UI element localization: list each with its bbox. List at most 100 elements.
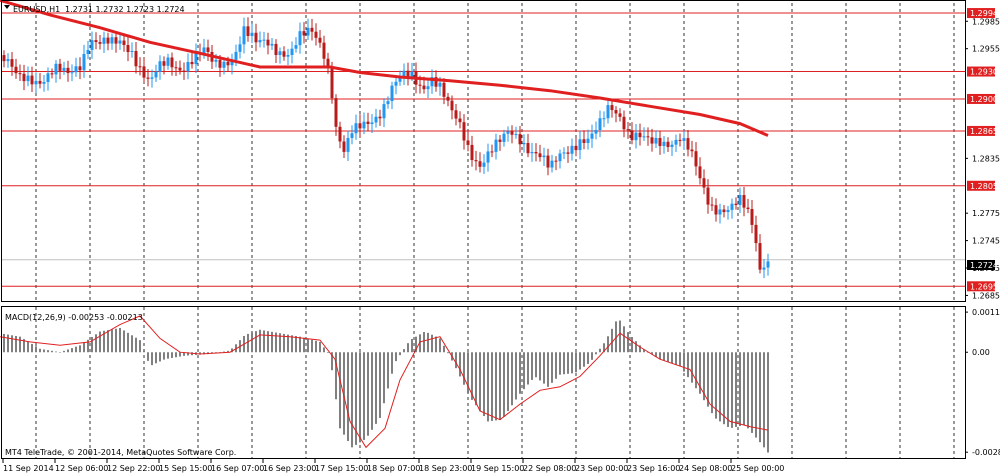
- candle-body[interactable]: [558, 153, 562, 162]
- candle-body[interactable]: [502, 133, 506, 142]
- candle-body[interactable]: [670, 144, 674, 148]
- candle-body[interactable]: [86, 49, 90, 55]
- candle-body[interactable]: [278, 51, 282, 56]
- candle-body[interactable]: [126, 44, 130, 53]
- candle-body[interactable]: [394, 81, 398, 86]
- candle-body[interactable]: [62, 67, 66, 71]
- candle-body[interactable]: [186, 61, 190, 72]
- candle-body[interactable]: [410, 71, 414, 78]
- price-candles[interactable]: [2, 17, 770, 279]
- candle-body[interactable]: [510, 131, 514, 135]
- candle-body[interactable]: [310, 27, 314, 32]
- candle-body[interactable]: [222, 61, 226, 68]
- candle-body[interactable]: [202, 47, 206, 54]
- candle-body[interactable]: [702, 178, 706, 188]
- candle-body[interactable]: [18, 73, 22, 75]
- candle-body[interactable]: [10, 59, 14, 67]
- candle-body[interactable]: [722, 209, 726, 213]
- chart-menu-arrow-icon[interactable]: [4, 5, 10, 9]
- candle-body[interactable]: [218, 59, 222, 68]
- candle-body[interactable]: [330, 66, 334, 99]
- candle-body[interactable]: [358, 123, 362, 129]
- candle-body[interactable]: [306, 27, 310, 36]
- candle-body[interactable]: [14, 66, 18, 74]
- candle-body[interactable]: [562, 152, 566, 154]
- candle-body[interactable]: [682, 138, 686, 141]
- candle-body[interactable]: [438, 82, 442, 87]
- candle-body[interactable]: [650, 137, 654, 144]
- candle-body[interactable]: [494, 139, 498, 152]
- candle-body[interactable]: [750, 209, 754, 225]
- candle-body[interactable]: [574, 145, 578, 151]
- candle-body[interactable]: [22, 73, 26, 82]
- candle-body[interactable]: [178, 67, 182, 71]
- candle-body[interactable]: [674, 139, 678, 145]
- candle-body[interactable]: [162, 61, 166, 66]
- candle-body[interactable]: [730, 203, 734, 210]
- candle-body[interactable]: [694, 151, 698, 167]
- candle-body[interactable]: [254, 32, 258, 43]
- candle-body[interactable]: [746, 207, 750, 210]
- candle-body[interactable]: [230, 59, 234, 66]
- candle-body[interactable]: [526, 142, 530, 154]
- candle-body[interactable]: [506, 131, 510, 134]
- candle-body[interactable]: [66, 67, 70, 74]
- candle-body[interactable]: [646, 136, 650, 138]
- candle-body[interactable]: [102, 37, 106, 44]
- candle-body[interactable]: [554, 160, 558, 162]
- candle-body[interactable]: [742, 195, 746, 208]
- candle-body[interactable]: [134, 50, 138, 67]
- candle-body[interactable]: [106, 37, 110, 44]
- candle-body[interactable]: [618, 113, 622, 117]
- candle-body[interactable]: [234, 51, 238, 60]
- candle-body[interactable]: [578, 139, 582, 151]
- candle-body[interactable]: [762, 267, 766, 270]
- candle-body[interactable]: [174, 67, 178, 69]
- candle-body[interactable]: [42, 81, 46, 84]
- candle-body[interactable]: [382, 104, 386, 119]
- candle-body[interactable]: [766, 261, 770, 268]
- candle-body[interactable]: [82, 54, 86, 71]
- candle-body[interactable]: [442, 82, 446, 97]
- candle-body[interactable]: [654, 137, 658, 144]
- candle-body[interactable]: [758, 243, 762, 270]
- candle-body[interactable]: [622, 116, 626, 130]
- candle-body[interactable]: [158, 61, 162, 72]
- candle-body[interactable]: [270, 43, 274, 46]
- candle-body[interactable]: [482, 162, 486, 167]
- candle-body[interactable]: [118, 40, 122, 44]
- horizontal-levels[interactable]: 1.2994 1.2930 1.2900 1.2865 1.2805 1.2695: [2, 8, 998, 292]
- candle-body[interactable]: [294, 45, 298, 49]
- candle-body[interactable]: [214, 59, 218, 62]
- candle-body[interactable]: [262, 39, 266, 41]
- candle-body[interactable]: [266, 39, 270, 46]
- candle-body[interactable]: [630, 130, 634, 141]
- candle-body[interactable]: [2, 55, 6, 62]
- candle-body[interactable]: [342, 141, 346, 152]
- candle-body[interactable]: [582, 139, 586, 143]
- candle-body[interactable]: [406, 70, 410, 78]
- candle-body[interactable]: [470, 144, 474, 161]
- candle-body[interactable]: [398, 76, 402, 82]
- candle-body[interactable]: [542, 155, 546, 158]
- candle-body[interactable]: [614, 110, 618, 114]
- candle-body[interactable]: [590, 133, 594, 139]
- candle-body[interactable]: [226, 61, 230, 66]
- candle-body[interactable]: [538, 153, 542, 158]
- candle-body[interactable]: [454, 110, 458, 119]
- candle-body[interactable]: [478, 161, 482, 167]
- candle-body[interactable]: [58, 63, 62, 71]
- candle-body[interactable]: [110, 37, 114, 44]
- candle-body[interactable]: [390, 85, 394, 102]
- candle-body[interactable]: [206, 47, 210, 52]
- candle-body[interactable]: [422, 85, 426, 90]
- candle-body[interactable]: [242, 26, 246, 45]
- candle-body[interactable]: [522, 142, 526, 145]
- candle-body[interactable]: [430, 77, 434, 87]
- candle-body[interactable]: [514, 134, 518, 136]
- candle-body[interactable]: [142, 66, 146, 78]
- candle-body[interactable]: [434, 77, 438, 87]
- candle-body[interactable]: [602, 118, 606, 120]
- candle-body[interactable]: [314, 31, 318, 38]
